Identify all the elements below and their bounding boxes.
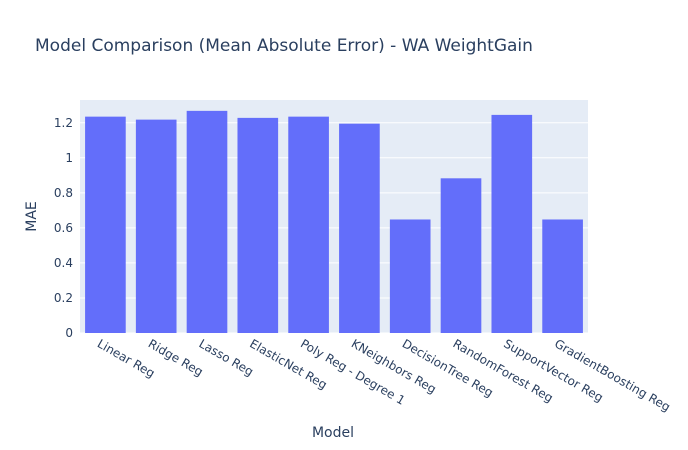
chart-title: Model Comparison (Mean Absolute Error) -… (35, 36, 533, 56)
y-tick-label: 0.8 (54, 186, 73, 200)
bar (389, 219, 431, 333)
y-tick-label: 0.2 (54, 291, 73, 305)
y-tick-label: 1 (65, 151, 73, 165)
x-axis-title: Model (312, 425, 354, 441)
y-axis-title: MAE (24, 201, 40, 232)
y-tick-label: 1.2 (54, 116, 73, 130)
y-axis-ticks: 0 0.2 0.4 0.6 0.8 1 1.2 (54, 116, 73, 340)
x-tick-label: DecisionTree Reg (400, 336, 496, 399)
x-tick-label: Lasso Reg (197, 336, 256, 378)
bar (288, 116, 329, 334)
bar (440, 178, 482, 333)
bar (186, 110, 228, 333)
bar (339, 123, 380, 333)
bar (85, 116, 126, 334)
bars (85, 110, 583, 334)
bar (542, 219, 583, 333)
bar (135, 119, 177, 333)
y-tick-label: 0 (65, 326, 73, 340)
y-tick-label: 0.4 (54, 256, 73, 270)
bar (237, 117, 279, 333)
y-tick-label: 0.6 (54, 221, 73, 235)
bar (491, 114, 533, 333)
